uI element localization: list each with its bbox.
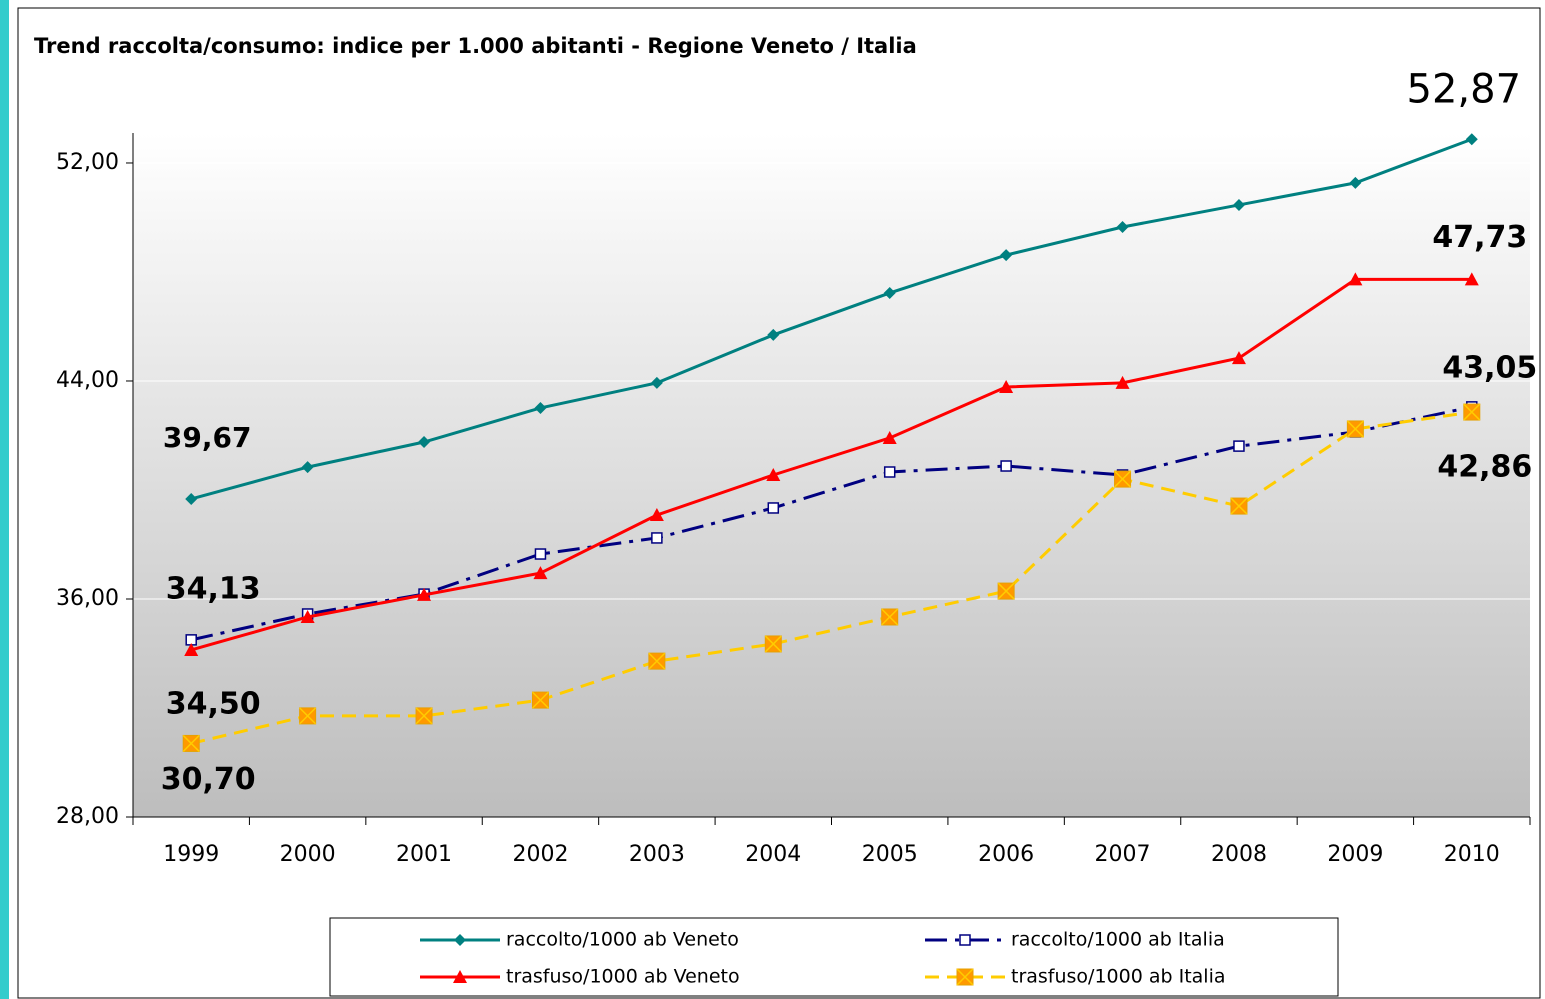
plot-area bbox=[133, 133, 1530, 817]
x-tick-label: 2004 bbox=[745, 842, 801, 867]
legend-marker bbox=[956, 968, 974, 986]
legend-label: trasfuso/1000 ab Italia bbox=[1011, 966, 1226, 988]
marker bbox=[1233, 440, 1245, 452]
marker bbox=[883, 466, 896, 478]
marker bbox=[1230, 497, 1248, 515]
x-tick-label: 2010 bbox=[1444, 842, 1500, 867]
marker bbox=[651, 532, 663, 544]
data-label: 34,13 bbox=[166, 571, 261, 606]
marker bbox=[415, 707, 433, 725]
x-tick-label: 1999 bbox=[163, 842, 219, 867]
data-label: 39,67 bbox=[163, 421, 252, 454]
marker bbox=[766, 468, 781, 481]
marker bbox=[1114, 470, 1132, 488]
marker bbox=[997, 582, 1015, 600]
x-tick-label: 2000 bbox=[280, 842, 336, 867]
marker bbox=[534, 401, 547, 414]
marker bbox=[1346, 420, 1364, 438]
marker bbox=[1000, 460, 1012, 472]
legend-marker bbox=[453, 970, 467, 983]
legend-label: raccolto/1000 ab Italia bbox=[1011, 929, 1225, 951]
marker bbox=[417, 587, 432, 601]
legend-marker bbox=[959, 934, 971, 946]
marker bbox=[182, 734, 200, 752]
marker bbox=[185, 492, 198, 505]
marker bbox=[184, 642, 199, 656]
series-line bbox=[190, 277, 1472, 652]
marker bbox=[1464, 272, 1479, 286]
data-label: 52,87 bbox=[1407, 66, 1522, 112]
x-tick-label: 2005 bbox=[862, 842, 918, 867]
marker bbox=[300, 609, 315, 623]
marker bbox=[531, 691, 549, 709]
marker bbox=[534, 548, 547, 560]
y-tick-label: 28,00 bbox=[56, 804, 119, 829]
marker bbox=[882, 430, 897, 444]
marker bbox=[1348, 272, 1363, 286]
x-tick-label: 2006 bbox=[978, 842, 1034, 867]
marker bbox=[1463, 403, 1481, 421]
data-label: 42,86 bbox=[1437, 450, 1532, 485]
marker bbox=[881, 608, 899, 626]
legend-marker bbox=[454, 934, 466, 946]
marker bbox=[767, 502, 780, 514]
marker bbox=[1465, 133, 1478, 146]
marker bbox=[1231, 351, 1246, 365]
marker bbox=[999, 379, 1014, 393]
chart-title: Trend raccolta/consumo: indice per 1.000… bbox=[34, 34, 917, 58]
marker bbox=[418, 436, 431, 449]
marker bbox=[1000, 249, 1013, 262]
x-tick-label: 2007 bbox=[1095, 842, 1151, 867]
data-label: 34,50 bbox=[166, 686, 261, 721]
marker bbox=[301, 461, 314, 474]
marker bbox=[533, 566, 548, 580]
marker bbox=[1115, 375, 1130, 389]
legend bbox=[329, 917, 1339, 997]
side-strip bbox=[0, 0, 9, 999]
series-line bbox=[190, 137, 1473, 501]
y-tick-label: 52,00 bbox=[56, 150, 119, 175]
data-label: 43,05 bbox=[1442, 350, 1537, 385]
marker bbox=[883, 286, 896, 299]
marker bbox=[1349, 176, 1362, 189]
x-tick-label: 2003 bbox=[629, 842, 685, 867]
data-label: 30,70 bbox=[161, 762, 256, 797]
marker bbox=[648, 652, 666, 670]
x-tick-label: 2001 bbox=[396, 842, 452, 867]
x-tick-label: 2008 bbox=[1211, 842, 1267, 867]
marker bbox=[1116, 221, 1129, 234]
legend-label: raccolto/1000 ab Veneto bbox=[506, 929, 739, 951]
marker bbox=[650, 376, 663, 389]
marker bbox=[299, 707, 317, 725]
marker bbox=[767, 328, 780, 341]
y-tick-label: 36,00 bbox=[56, 586, 119, 611]
marker bbox=[649, 508, 664, 522]
y-tick-label: 44,00 bbox=[56, 368, 119, 393]
legend-label: trasfuso/1000 ab Veneto bbox=[506, 966, 740, 988]
data-label: 47,73 bbox=[1432, 220, 1527, 255]
marker bbox=[764, 635, 782, 653]
marker bbox=[1232, 198, 1245, 211]
x-tick-label: 2009 bbox=[1327, 842, 1383, 867]
x-tick-label: 2002 bbox=[512, 842, 568, 867]
